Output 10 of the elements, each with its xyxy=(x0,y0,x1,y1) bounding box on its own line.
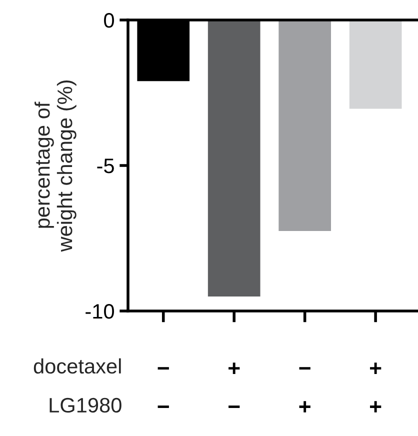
y-tick-label: -5 xyxy=(97,158,114,174)
category-label: − − xyxy=(158,367,169,408)
category-label: + + xyxy=(370,362,382,412)
y-tick-label: -10 xyxy=(86,304,114,319)
category-label: + − xyxy=(228,362,240,408)
text: LG1980 xyxy=(50,398,122,413)
text: docetaxel xyxy=(34,358,121,374)
y-tick-label: 0 xyxy=(104,13,114,28)
category-label: − + xyxy=(299,367,310,412)
y-axis-title: percentage of weight change (%) xyxy=(34,80,76,252)
